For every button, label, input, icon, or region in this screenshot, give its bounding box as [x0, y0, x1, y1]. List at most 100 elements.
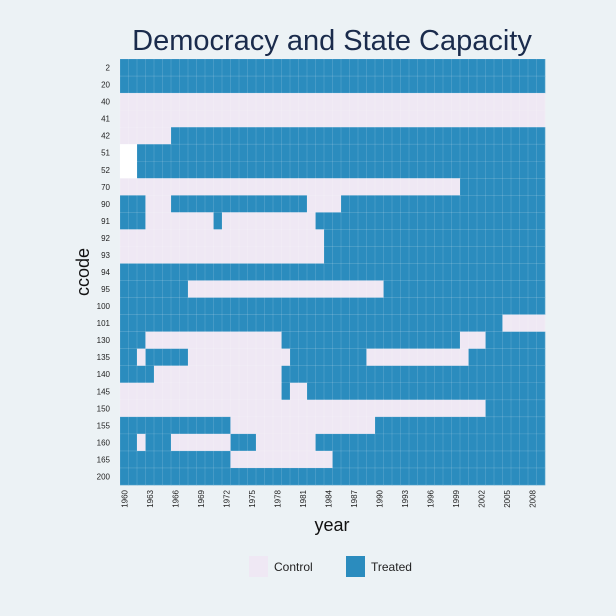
heatmap-cell: [349, 263, 359, 281]
heatmap-cell: [502, 76, 512, 94]
heatmap-cell: [171, 433, 180, 452]
heatmap-cell: [349, 433, 359, 452]
heatmap-cell: [205, 280, 214, 298]
heatmap-cell: [154, 195, 163, 213]
heatmap-cell: [349, 178, 359, 196]
heatmap-cell: [485, 314, 495, 332]
heatmap-cell: [290, 161, 299, 179]
heatmap-cell: [477, 280, 486, 298]
heatmap-cell: [511, 212, 520, 230]
x-axis-label: year: [314, 515, 349, 535]
heatmap-cell: [171, 127, 180, 145]
heatmap-cell: [485, 229, 495, 247]
heatmap-cell: [494, 110, 503, 128]
heatmap-cell: [485, 144, 495, 162]
heatmap-cell: [349, 314, 359, 332]
heatmap-cell: [460, 195, 469, 213]
heatmap-cell: [477, 93, 486, 111]
heatmap-cell: [196, 331, 206, 349]
heatmap-cell: [528, 382, 537, 401]
heatmap-cell: [222, 450, 231, 469]
heatmap-cell: [375, 416, 384, 435]
heatmap-cell: [256, 127, 265, 145]
heatmap-cell: [128, 280, 138, 298]
heatmap-cell: [315, 195, 325, 213]
heatmap-cell: [341, 178, 350, 196]
heatmap-cell: [392, 110, 401, 128]
heatmap-cell: [536, 433, 546, 452]
heatmap-cell: [528, 263, 537, 281]
heatmap-cell: [171, 246, 180, 264]
heatmap-cell: [485, 416, 495, 435]
heatmap-cell: [536, 229, 546, 247]
heatmap-cell: [230, 212, 240, 230]
heatmap-cell: [273, 348, 282, 367]
heatmap-cell: [239, 93, 248, 111]
heatmap-cell: [417, 399, 427, 418]
heatmap-cell: [485, 280, 495, 298]
heatmap-cell: [120, 195, 129, 213]
heatmap-cell: [205, 348, 214, 367]
heatmap-cell: [502, 110, 512, 128]
heatmap-cell: [264, 144, 274, 162]
heatmap-cell: [154, 161, 163, 179]
heatmap-cell: [264, 450, 274, 469]
heatmap-cell: [298, 416, 308, 435]
heatmap-cell: [162, 450, 172, 469]
heatmap-cell: [162, 416, 172, 435]
y-tick-label: 95: [101, 285, 110, 294]
heatmap-cell: [273, 399, 282, 418]
heatmap-cell: [366, 93, 376, 111]
heatmap-cell: [213, 246, 223, 264]
heatmap-cell: [451, 59, 461, 77]
heatmap-cell: [213, 314, 223, 332]
heatmap-cell: [392, 399, 401, 418]
heatmap-cell: [494, 263, 503, 281]
heatmap-cell: [264, 280, 274, 298]
heatmap-cell: [494, 280, 503, 298]
heatmap-cell: [196, 161, 206, 179]
heatmap-cell: [213, 450, 223, 469]
heatmap-cell: [511, 93, 520, 111]
heatmap-cell: [477, 314, 486, 332]
y-tick-label: 94: [101, 268, 110, 277]
heatmap-cell: [494, 382, 503, 401]
heatmap-cell: [366, 382, 376, 401]
heatmap-cell: [511, 331, 520, 349]
heatmap-cell: [247, 467, 257, 486]
heatmap-cell: [528, 93, 537, 111]
heatmap-cell: [290, 280, 299, 298]
heatmap-cell: [426, 195, 435, 213]
heatmap-cell: [383, 314, 393, 332]
heatmap-cell: [298, 348, 308, 367]
heatmap-cell: [324, 110, 333, 128]
heatmap-cell: [137, 195, 146, 213]
heatmap-cell: [536, 280, 546, 298]
heatmap-cell: [375, 212, 384, 230]
heatmap-cell: [298, 59, 308, 77]
heatmap-cell: [307, 110, 316, 128]
heatmap-cell: [528, 229, 537, 247]
heatmap-cell: [120, 76, 129, 94]
heatmap-cell: [468, 110, 478, 128]
heatmap-cell: [179, 433, 189, 452]
heatmap-cell: [434, 297, 444, 315]
heatmap-cell: [375, 433, 384, 452]
heatmap-cell: [281, 212, 291, 230]
heatmap-cell: [273, 127, 282, 145]
heatmap-cell: [451, 297, 461, 315]
heatmap-cell: [341, 297, 350, 315]
heatmap-cell: [247, 127, 257, 145]
heatmap-cell: [145, 161, 155, 179]
heatmap-cell: [485, 93, 495, 111]
heatmap-cell: [417, 280, 427, 298]
y-tick-labels: 2 20 40 41 42 51 52 70 90 91 92 93 94 95 100 101 130 135 1…: [97, 64, 111, 482]
heatmap-cell: [409, 467, 418, 486]
heatmap-cell: [239, 127, 248, 145]
heatmap-cell: [154, 144, 163, 162]
heatmap-cell: [120, 348, 129, 367]
heatmap-cell: [222, 399, 231, 418]
heatmap-cell: [239, 314, 248, 332]
heatmap-cell: [443, 314, 452, 332]
heatmap-cell: [477, 263, 486, 281]
